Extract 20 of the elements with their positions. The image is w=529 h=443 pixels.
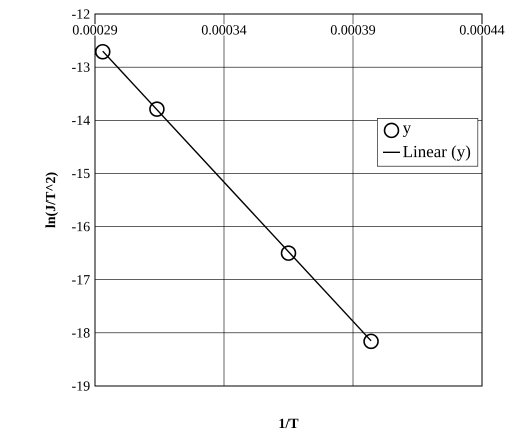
y-tick-label: -17 <box>72 275 90 284</box>
legend-label: y <box>402 125 412 137</box>
y-tick-label: -16 <box>72 222 90 232</box>
x-tick-label: 0.00029 <box>72 25 118 35</box>
y-axis-title: ln(J/T^2) <box>45 172 58 228</box>
x-axis-title: 1/T <box>280 418 298 428</box>
point <box>280 245 296 261</box>
legend-label: Linear (y) <box>403 145 470 161</box>
y-tick-label: -19 <box>72 381 90 391</box>
y-tick-label: -13 <box>72 62 90 72</box>
point <box>94 44 111 60</box>
point <box>363 334 379 350</box>
x-tick-label: 0.00039 <box>330 25 376 35</box>
x-tick-label: 0.00034 <box>202 25 246 35</box>
y-tick-label: -12 <box>72 9 90 19</box>
y-tick-label: -18 <box>72 328 90 338</box>
y-tick-label: -15 <box>72 168 90 178</box>
x-tick-label: 0.00044 <box>460 25 504 35</box>
y-tick-label: -14 <box>72 116 90 125</box>
point <box>149 101 165 117</box>
